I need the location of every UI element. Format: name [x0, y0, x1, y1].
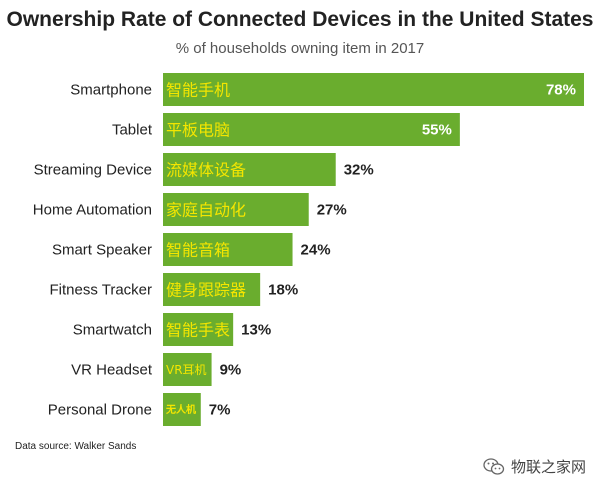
- wechat-icon: [483, 457, 505, 477]
- value-label: 55%: [422, 122, 452, 139]
- bar: [163, 273, 261, 306]
- bar: [163, 193, 309, 226]
- bar-label: 流媒体设备: [166, 160, 246, 179]
- chart-subtitle: % of households owning item in 2017: [175, 40, 425, 57]
- value-label: 18%: [268, 282, 298, 299]
- bar-label: 智能手表: [166, 320, 230, 339]
- category-label: Smartwatch: [73, 322, 152, 339]
- value-label: 27%: [317, 202, 347, 219]
- value-label: 78%: [546, 82, 576, 99]
- bar-label: 健身跟踪器: [166, 280, 246, 299]
- bar-label: 智能手机: [166, 80, 230, 99]
- watermark: 物联之家网: [483, 456, 586, 477]
- category-label: Smartphone: [70, 82, 152, 99]
- category-label: VR Headset: [71, 362, 153, 379]
- data-source-note: Data source: Walker Sands: [15, 441, 137, 452]
- bar: [163, 73, 584, 106]
- value-label: 13%: [241, 322, 271, 339]
- chart-title: Ownership Rate of Connected Devices in t…: [6, 8, 594, 31]
- bar: [163, 393, 201, 426]
- bar-label: 平板电脑: [166, 120, 230, 139]
- category-label: Tablet: [112, 122, 153, 139]
- category-label: Home Automation: [33, 202, 152, 219]
- bar: [163, 313, 234, 346]
- value-label: 7%: [209, 402, 231, 419]
- bar: [163, 353, 212, 386]
- category-label: Personal Drone: [48, 402, 152, 419]
- bar: [163, 113, 460, 146]
- value-label: 9%: [220, 362, 242, 379]
- bar-label: 智能音箱: [166, 240, 230, 259]
- category-label: Smart Speaker: [52, 242, 152, 259]
- bar-label: 家庭自动化: [166, 200, 246, 219]
- bar-label: VR耳机: [166, 363, 207, 377]
- bar-label: 无人机: [165, 403, 196, 416]
- value-label: 32%: [344, 162, 374, 179]
- value-label: 24%: [301, 242, 331, 259]
- bar: [163, 153, 336, 186]
- category-label: Fitness Tracker: [49, 282, 152, 299]
- bar: [163, 233, 293, 266]
- bar-chart: Smartphone 智能手机 78% Tablet 平板电脑 55% Streaming …: [33, 73, 584, 426]
- watermark-text: 物联之家网: [510, 459, 586, 476]
- category-label: Streaming Device: [34, 162, 152, 179]
